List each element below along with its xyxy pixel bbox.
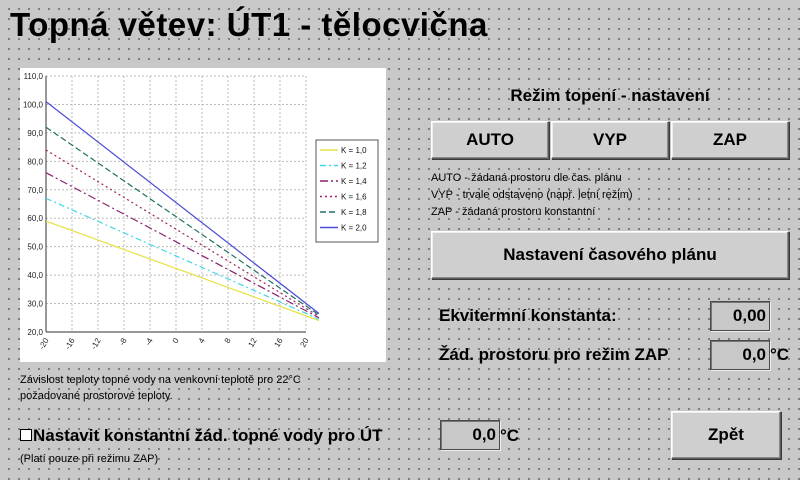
x-tick-label: 12	[246, 336, 259, 349]
legend-label: K = 1,0	[341, 146, 367, 155]
series-line	[45, 220, 320, 322]
x-tick-label: 0	[171, 336, 181, 345]
y-tick-label: 100,0	[23, 100, 44, 109]
y-tick-label: 60,0	[27, 214, 43, 223]
x-tick-label: 20	[298, 336, 311, 349]
mode-desc-auto: AUTO - žádaná prostoru dle čas. plánu	[431, 172, 622, 184]
y-tick-label: 50,0	[27, 243, 43, 252]
x-tick-label: 16	[272, 336, 285, 349]
y-tick-label: 20,0	[27, 328, 43, 337]
chart-caption-line2: požadované prostorové teploty.	[20, 390, 173, 402]
legend-label: K = 1,8	[341, 208, 367, 217]
x-tick-label: -12	[89, 336, 103, 351]
constant-water-field[interactable]: 0,0	[440, 420, 500, 450]
legend-label: K = 1,4	[341, 177, 367, 186]
chart-caption: Závislost teploty topné vody na venkovní…	[20, 372, 301, 404]
series-line	[45, 172, 320, 319]
legend-label: K = 2,0	[341, 224, 367, 233]
y-tick-label: 40,0	[27, 271, 43, 280]
ekviterm-label: Ekvitermní konstanta:	[439, 306, 617, 325]
x-tick-label: -20	[37, 336, 51, 351]
y-tick-label: 90,0	[27, 129, 43, 138]
x-tick-label: 4	[197, 336, 207, 345]
zap-temperature-field[interactable]: 0,0	[710, 340, 770, 370]
zap-temperature-unit: °C	[770, 345, 790, 364]
heating-curve-chart: 20,0 30,0 40,0 50,0 60,0 70,0 80,0 90,0 100,0 110…	[20, 68, 386, 362]
x-tick-label: -16	[63, 336, 77, 351]
y-tick-label: 70,0	[27, 186, 43, 195]
chart-caption-line1: Závislost teploty topné vody na venkovní…	[20, 374, 301, 386]
ekviterm-value-field[interactable]: 0,00	[710, 301, 770, 331]
schedule-settings-button[interactable]: Nastavení časového plánu	[431, 231, 789, 279]
zap-button[interactable]: ZAP	[671, 121, 789, 159]
constant-water-note: (Platí pouze při režimu ZAP)	[20, 453, 159, 465]
series-line	[45, 149, 320, 317]
x-tick-label: -4	[143, 336, 155, 347]
vyp-button[interactable]: VYP	[551, 121, 669, 159]
mode-section-title: Režim topení - nastavení	[510, 86, 710, 105]
mode-desc-vyp: VYP - trvale odstaveno (např. letní reži…	[431, 189, 633, 201]
legend-label: K = 1,2	[341, 162, 367, 171]
heating-curve-svg: 20,0 30,0 40,0 50,0 60,0 70,0 80,0 90,0 100,0 110…	[23, 72, 379, 351]
auto-button[interactable]: AUTO	[431, 121, 549, 159]
zap-temperature-label: Žád. prostoru pro režim ZAP	[439, 345, 669, 364]
back-button[interactable]: Zpět	[671, 411, 781, 459]
page-title: Topná větev: ÚT1 - tělocvična	[10, 6, 488, 43]
legend-label: K = 1,6	[341, 193, 367, 202]
constant-water-unit: °C	[500, 426, 520, 445]
series-line	[45, 126, 320, 316]
y-tick-label: 30,0	[27, 300, 43, 309]
mode-desc-zap: ZAP - žádaná prostoru konstantní	[431, 206, 596, 218]
x-tick-label: 8	[223, 336, 233, 345]
series-line	[45, 197, 320, 320]
constant-water-checkbox[interactable]	[20, 429, 32, 441]
y-tick-label: 80,0	[27, 157, 43, 166]
series-line	[45, 101, 320, 314]
y-tick-label: 110,0	[24, 72, 44, 81]
chart-legend	[315, 139, 379, 243]
constant-water-label[interactable]: Nastavit konstantní žád. topné vody pro …	[33, 426, 383, 445]
x-tick-label: -8	[117, 336, 129, 347]
